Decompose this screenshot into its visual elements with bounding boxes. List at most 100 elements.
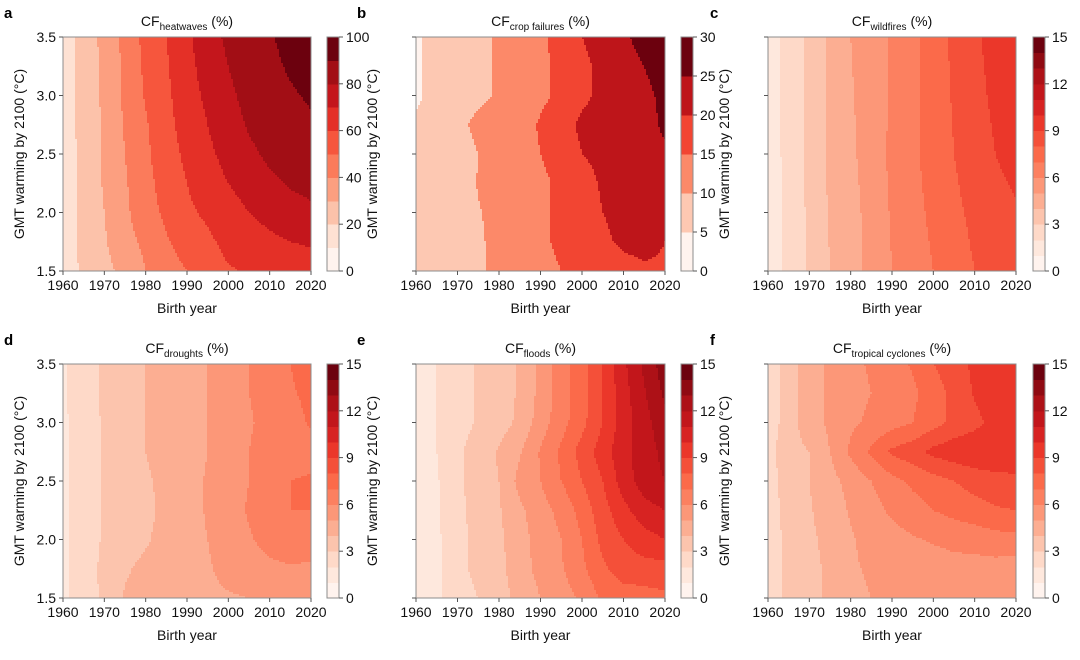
colorbar-tick-label: 0 (700, 263, 708, 279)
contour-cell-level-4 (828, 225, 863, 228)
contour-cell-level-6 (552, 390, 571, 393)
contour-cell-level-2 (69, 518, 102, 521)
contour-cell-level-4 (826, 165, 859, 168)
contour-cell-level-2 (75, 79, 100, 82)
contour-cell-level-1 (416, 466, 439, 469)
contour-cell-level-6 (550, 420, 569, 423)
contour-cell-level-2 (780, 87, 805, 90)
contour-cell-level-5 (179, 259, 226, 262)
contour-cell-level-5 (203, 494, 248, 497)
contour-cell-level-6 (249, 384, 296, 387)
contour-cell-level-5 (632, 43, 666, 46)
x-tick-label: 1990 (525, 277, 556, 293)
contour-cell-level-5 (524, 446, 541, 449)
contour-cell-level-3 (550, 81, 593, 84)
colorbar-tick-label: 30 (700, 29, 716, 45)
contour-cell-level-7 (201, 91, 236, 94)
contour-cell-level-6 (229, 263, 312, 266)
contour-cell-level-8 (237, 95, 302, 98)
contour-cell-level-12 (646, 390, 663, 393)
contour-cell-level-9 (602, 400, 617, 403)
contour-cell-level-5 (854, 95, 889, 98)
contour-cell-level-7 (588, 570, 611, 573)
contour-cell-level-4 (828, 239, 863, 242)
contour-cell-level-1 (63, 568, 70, 571)
contour-cell-level-0 (416, 87, 423, 90)
contour-cell-level-2 (488, 99, 549, 102)
contour-cell-level-12 (650, 418, 666, 421)
contour-cell-level-1 (63, 151, 78, 154)
colorbar-swatch (1033, 193, 1045, 210)
contour-cell-level-7 (920, 71, 951, 74)
contour-cell-level-1 (63, 123, 76, 126)
contour-cell-level-5 (538, 590, 573, 593)
contour-cell-level-2 (480, 203, 551, 206)
contour-cell-level-1 (416, 121, 471, 124)
contour-cell-level-3 (101, 125, 124, 128)
contour-cell-level-4 (145, 430, 208, 433)
contour-cell-level-2 (442, 570, 469, 573)
contour-cell-level-5 (149, 135, 178, 138)
contour-cell-level-7 (249, 211, 312, 214)
contour-cell-level-5 (852, 51, 889, 54)
contour-cell-level-7 (920, 133, 953, 136)
contour-cell-level-8 (592, 508, 611, 511)
contour-cell-level-6 (181, 153, 216, 156)
contour-cell-level-3 (101, 121, 124, 124)
colorbar-swatch (327, 535, 339, 552)
contour-cell-level-8 (223, 43, 278, 46)
contour-cell-level-6 (540, 478, 561, 481)
contour-cell-level-5 (652, 85, 666, 88)
contour-cell-level-5 (824, 412, 865, 415)
x-tick-label: 1980 (483, 277, 514, 293)
contour-cell-level-9 (299, 93, 312, 96)
contour-cell-level-7 (918, 396, 947, 399)
contour-cell-level-5 (658, 113, 666, 116)
contour-cell-level-2 (77, 189, 104, 192)
contour-cell-level-7 (920, 63, 951, 66)
contour-cell-level-1 (416, 398, 437, 401)
contour-cell-level-2 (782, 175, 805, 178)
contour-cell-level-2 (69, 420, 102, 423)
contour-cell-level-1 (63, 213, 78, 216)
contour-cell-level-3 (550, 197, 601, 200)
contour-cell-level-4 (830, 267, 863, 270)
contour-cell-level-1 (63, 173, 78, 176)
contour-cell-level-4 (145, 410, 208, 413)
contour-cell-level-4 (592, 77, 649, 80)
contour-cell-level-1 (416, 368, 437, 371)
contour-cell-level-6 (199, 215, 254, 218)
contour-cell-level-5 (522, 504, 551, 507)
contour-cell-level-9 (982, 51, 1017, 54)
x-tick-label: 2010 (254, 277, 285, 293)
contour-cell-level-3 (97, 45, 120, 48)
contour-cell-level-5 (660, 131, 666, 134)
contour-cell-level-5 (538, 592, 575, 595)
contour-cell-level-6 (892, 251, 931, 254)
contour-cell-level-7 (924, 209, 965, 212)
y-tick-label: 2.0 (37, 532, 57, 548)
contour-cell-level-2 (478, 171, 547, 174)
contour-cell-level-5 (536, 386, 553, 389)
contour-cell-level-12 (662, 470, 666, 473)
contour-cell-level-2 (484, 231, 551, 234)
contour-cell-level-2 (486, 259, 557, 262)
contour-cell-level-5 (532, 572, 567, 575)
contour-cell-level-1 (768, 153, 781, 156)
contour-cell-level-8 (588, 380, 603, 383)
contour-cell-level-2 (69, 528, 102, 531)
contour-cell-level-11 (634, 472, 663, 475)
contour-cell-level-3 (101, 444, 146, 447)
contour-cell-level-5 (151, 159, 182, 162)
contour-cell-level-7 (920, 51, 949, 54)
contour-cell-level-2 (768, 394, 781, 397)
contour-cell-level-2 (69, 442, 102, 445)
contour-cell-level-9 (982, 39, 1017, 42)
contour-cell-level-9 (285, 69, 312, 72)
contour-cell-level-5 (654, 93, 666, 96)
contour-cell-level-2 (442, 550, 469, 553)
contour-cell-level-11 (630, 396, 647, 399)
contour-cell-level-3 (550, 217, 607, 220)
contour-cell-level-7 (570, 416, 589, 419)
contour-cell-level-9 (606, 492, 621, 495)
